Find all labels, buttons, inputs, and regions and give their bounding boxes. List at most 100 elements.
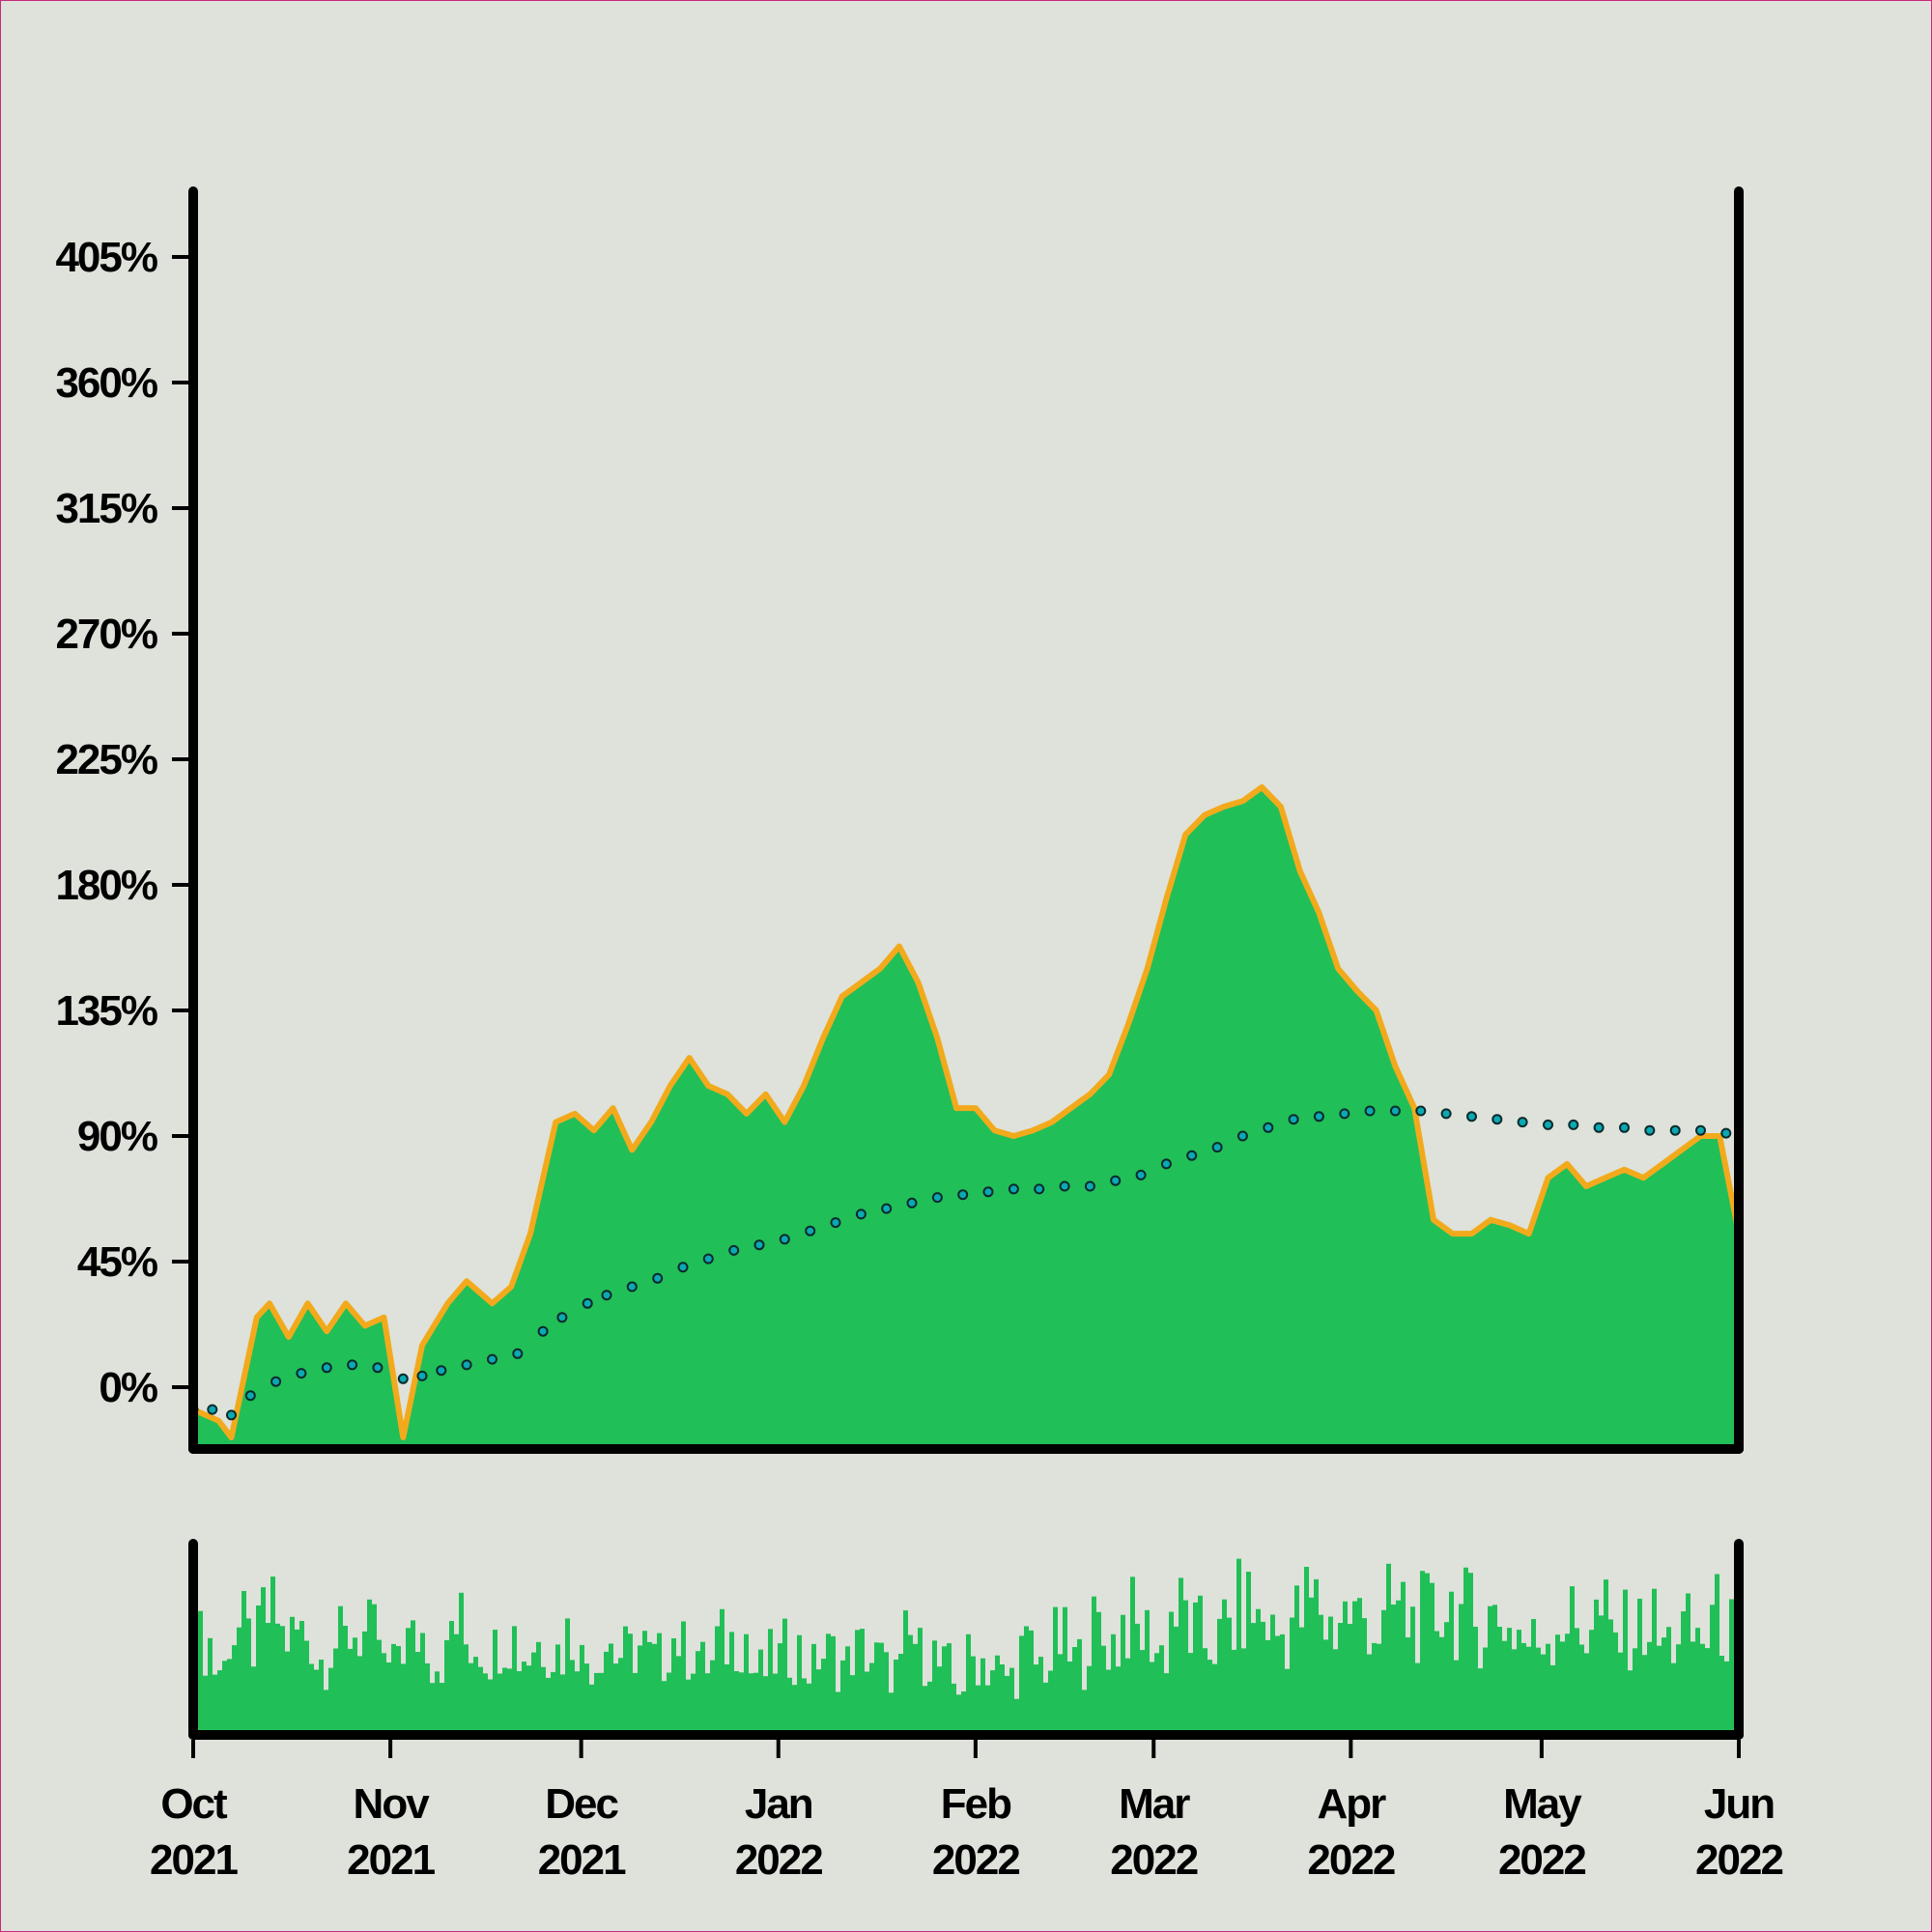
volume-bar	[198, 1610, 203, 1735]
volume-bar	[1546, 1643, 1550, 1735]
volume-bar	[1401, 1581, 1406, 1735]
trend-point	[1619, 1122, 1630, 1133]
volume-bar	[1236, 1558, 1241, 1735]
volume-bar	[430, 1683, 435, 1735]
volume-bar	[966, 1634, 971, 1735]
volume-bar	[1290, 1617, 1294, 1735]
volume-bar	[560, 1674, 565, 1735]
volume-bar	[1193, 1602, 1198, 1735]
volume-bar	[1246, 1572, 1251, 1735]
volume-bar	[1410, 1606, 1415, 1735]
volume-bar	[328, 1667, 333, 1735]
volume-bar	[324, 1690, 328, 1735]
volume-bar	[652, 1643, 657, 1735]
trend-point	[1339, 1108, 1350, 1120]
trend-point	[512, 1348, 524, 1359]
volume-bar	[1633, 1648, 1637, 1735]
trend-point	[1034, 1183, 1045, 1195]
volume-bar	[826, 1634, 831, 1735]
volume-bar	[444, 1639, 449, 1735]
trend-point	[1415, 1105, 1427, 1117]
volume-bar	[213, 1674, 217, 1735]
volume-bar	[396, 1646, 401, 1735]
trend-point	[1059, 1180, 1070, 1192]
volume-bar	[372, 1604, 377, 1735]
volume-bar	[956, 1694, 961, 1735]
volume-bar	[1579, 1644, 1584, 1735]
volume-bar	[1121, 1614, 1125, 1735]
volume-bar	[1695, 1628, 1700, 1735]
volume-bar	[454, 1634, 459, 1735]
volume-bar	[1584, 1653, 1589, 1735]
volume-bar	[604, 1651, 609, 1735]
volume-bar	[787, 1677, 792, 1735]
volume-bar	[1647, 1641, 1652, 1735]
volume-bar	[1009, 1667, 1014, 1735]
x-tick-label: Oct 2021	[150, 1780, 238, 1884]
volume-bar	[884, 1652, 889, 1735]
trend-point	[931, 1192, 943, 1204]
volume-bar	[1092, 1596, 1096, 1735]
volume-bar	[1203, 1648, 1208, 1735]
y-tick-label: 45%	[77, 1238, 157, 1286]
volume-bar	[232, 1645, 237, 1735]
volume-bar	[1367, 1654, 1372, 1735]
trend-point	[1798, 1137, 1806, 1146]
volume-bar	[633, 1672, 638, 1735]
volume-bar	[889, 1692, 894, 1735]
volume-bar	[1232, 1649, 1236, 1735]
volume-bar	[705, 1673, 710, 1735]
volume-bar	[599, 1672, 604, 1735]
volume-bar	[613, 1663, 618, 1735]
volume-bar	[1488, 1605, 1492, 1735]
volume-bar	[1275, 1635, 1280, 1735]
volume-bar	[1492, 1605, 1497, 1735]
volume-bar	[638, 1645, 642, 1735]
volume-bar	[1608, 1619, 1613, 1735]
volume-bar	[478, 1666, 483, 1735]
volume-bar	[1420, 1571, 1425, 1735]
volume-bar	[217, 1670, 222, 1735]
trend-point	[1466, 1111, 1477, 1122]
volume-bar	[1425, 1573, 1430, 1735]
volume-bar	[1077, 1638, 1082, 1735]
volume-bar	[1724, 1661, 1729, 1735]
volume-bar	[565, 1618, 570, 1735]
volume-bar	[855, 1630, 860, 1735]
volume-bar	[256, 1605, 261, 1735]
volume-bar	[768, 1629, 773, 1735]
volume-bar	[1038, 1657, 1043, 1735]
volume-bar	[1681, 1611, 1686, 1735]
volume-bar	[1521, 1642, 1526, 1735]
trend-point	[296, 1368, 307, 1379]
volume-bar	[1560, 1641, 1565, 1735]
volume-bar	[1096, 1611, 1101, 1735]
volume-bar	[1188, 1653, 1193, 1735]
trend-point	[1925, 1151, 1932, 1160]
volume-bar	[1502, 1640, 1507, 1735]
volume-bar	[367, 1599, 372, 1735]
volume-bar	[425, 1662, 430, 1735]
trend-point	[1720, 1127, 1732, 1139]
volume-bar	[261, 1587, 266, 1735]
volume-bar	[1343, 1601, 1348, 1735]
x-tick-label: Mar 2022	[1110, 1780, 1197, 1884]
trend-point	[1008, 1183, 1019, 1195]
volume-bar	[971, 1656, 976, 1735]
volume-bar	[246, 1618, 251, 1735]
volume-bar	[671, 1638, 676, 1735]
volume-bar	[903, 1610, 908, 1735]
volume-bar	[1270, 1614, 1275, 1735]
volume-bar	[1285, 1668, 1290, 1735]
trend-point	[830, 1217, 841, 1229]
volume-bar	[618, 1658, 623, 1735]
volume-bar	[1594, 1599, 1599, 1735]
volume-bar	[1507, 1628, 1512, 1735]
trend-point	[416, 1370, 428, 1381]
volume-bar	[227, 1659, 232, 1735]
volume-bar	[1483, 1647, 1488, 1735]
y-tick-label: 405%	[55, 234, 156, 281]
volume-bar	[1391, 1605, 1396, 1735]
trend-point	[1593, 1122, 1605, 1133]
